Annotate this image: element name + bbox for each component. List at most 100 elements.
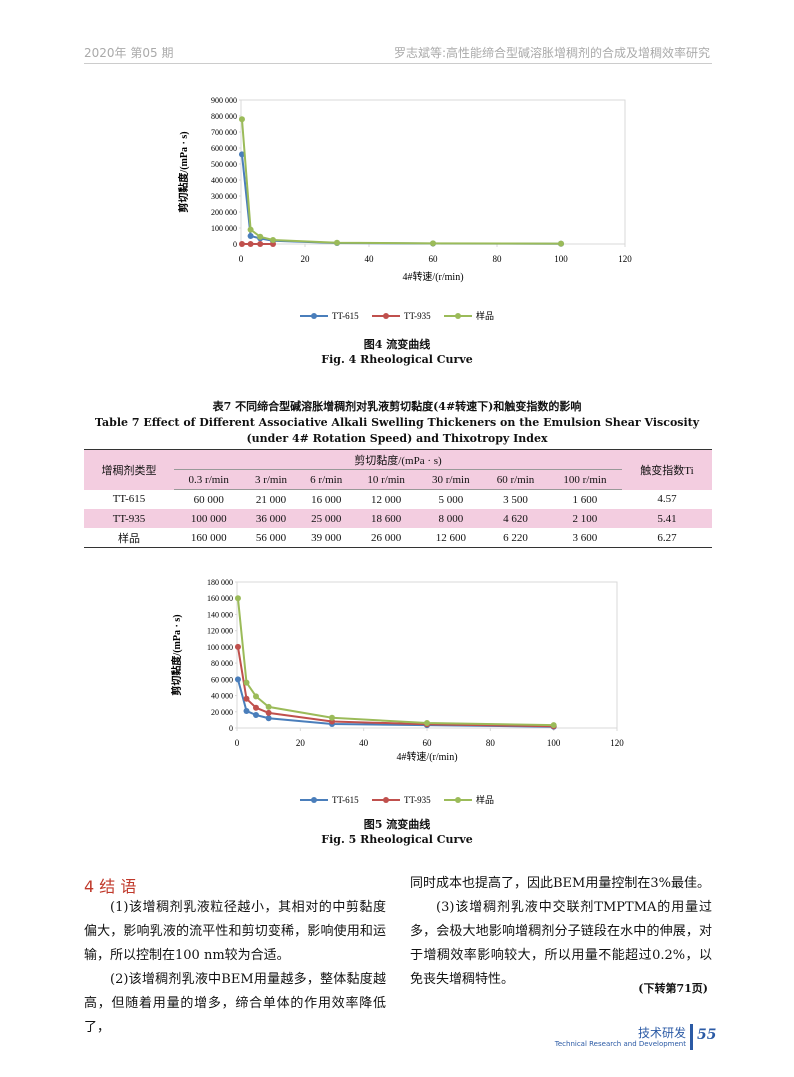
legend-label: TT-935 [404, 795, 431, 805]
caption-en: Fig. 5 Rheological Curve [321, 833, 473, 846]
table-cell: 5.41 [657, 512, 677, 525]
point [238, 116, 245, 123]
table-title-en: Table 7 Effect of Different Associative … [94, 416, 700, 445]
point [430, 240, 436, 247]
table-cell: 1 600 [572, 493, 598, 506]
table-cell: 2 100 [572, 512, 598, 525]
y-tick-label: 0 [233, 240, 237, 249]
plot-frame [236, 581, 618, 729]
legend-label: TT-935 [404, 311, 431, 321]
x-tick-label: 40 [365, 254, 375, 264]
header-cell: 10 r/min [353, 469, 419, 490]
point [265, 703, 272, 710]
x-tick-label: 80 [493, 254, 503, 264]
continued-note: (下转第71页) [638, 982, 708, 995]
table-title-cn: 表7 不同缔合型碱溶胀增稠剂对乳液剪切黏度(4#转速下)和触变指数的影响 [212, 400, 582, 413]
y-tick-label: 400 000 [211, 176, 237, 185]
table-cell: 21 000 [255, 493, 287, 506]
x-tick-label: 40 [359, 738, 369, 748]
point [253, 693, 259, 700]
table-row: TT-615 60 000 21 000 16 000 12 000 5 000 3 500… [84, 490, 712, 510]
point [257, 233, 264, 240]
y-tick-label: 0 [229, 724, 233, 733]
paragraph: 同时成本也提高了，因此BEM用量控制在3%最佳。 [410, 876, 710, 891]
footer-cn: 技术研发 [637, 1026, 686, 1040]
table-cell: 8 000 [438, 512, 464, 525]
series-line [236, 679, 554, 728]
x-tick-label: 60 [423, 738, 433, 748]
table-cell: 3 500 [503, 493, 528, 506]
legend-marker [455, 313, 461, 319]
table-cell: 26 000 [371, 531, 402, 544]
y-tick-label: 300 000 [211, 192, 237, 201]
x-tick-label: 0 [239, 254, 244, 264]
y-tick-label: 120 000 [207, 627, 233, 636]
y-axis-label: 剪切黏度/(mPa · s) [170, 614, 183, 695]
x-tick-label: 0 [235, 738, 240, 748]
x-tick-label: 20 [301, 254, 311, 264]
point [424, 719, 430, 726]
header-cell: 增稠剂类型 [101, 464, 157, 477]
table-cell: TT-935 [112, 512, 146, 525]
page-number: 55 [697, 1027, 717, 1043]
header-cell: 6 r/min [298, 469, 354, 490]
table-cell: 4.57 [657, 493, 677, 506]
legend-marker [383, 313, 389, 319]
table-cell: 4 620 [503, 512, 528, 525]
y-tick-label: 60 000 [211, 675, 233, 684]
point [253, 712, 259, 719]
y-tick-label: 700 000 [211, 128, 237, 137]
point [257, 241, 264, 247]
table-cell: 12 600 [435, 531, 466, 544]
table-cell: 56 000 [255, 531, 287, 544]
paragraph: (1)该增稠剂乳液粒径越小，其相对的中剪黏度偏大，影响乳液的流平性和剪切变稀，影… [84, 900, 386, 963]
legend-marker [311, 313, 317, 319]
point [243, 695, 250, 702]
legend-marker [383, 797, 389, 803]
point [558, 240, 564, 247]
point [334, 239, 340, 246]
legend-marker [311, 797, 317, 803]
point [234, 595, 241, 602]
x-tick-label: 80 [486, 738, 496, 748]
y-tick-label: 180 000 [207, 578, 233, 587]
right-column: 同时成本也提高了，因此BEM用量控制在3%最佳。 (3)该增稠剂乳液中交联剂TMP… [410, 872, 712, 992]
y-tick-label: 200 000 [211, 208, 237, 217]
left-column: (1)该增稠剂乳液粒径越小，其相对的中剪黏度偏大，影响乳液的流平性和剪切变稀，影… [84, 896, 386, 1040]
y-tick-label: 80 000 [211, 659, 233, 668]
table-cell: 36 000 [255, 512, 287, 525]
y-tick-label: 40 000 [211, 692, 233, 701]
point [550, 722, 557, 729]
series-line [236, 598, 554, 727]
header-rule [84, 63, 712, 64]
series-line [240, 154, 562, 245]
table-cell: 39 000 [311, 531, 342, 544]
point [247, 241, 254, 247]
table-row: 样品 160 000 56 000 39 000 26 000 12 600 6 220 3 … [84, 528, 712, 548]
header-cell: 60 r/min [483, 469, 548, 490]
x-tick-label: 100 [547, 738, 561, 748]
point [234, 643, 241, 650]
legend-marker [455, 797, 461, 803]
header-cell: 剪切黏度/(mPa · s) [354, 454, 442, 467]
table: 增稠剂类型 剪切黏度/(mPa · s) 触变指数Ti 0.3 r/min 3 r/mi… [84, 449, 712, 548]
x-tick-label: 120 [618, 254, 632, 264]
point [265, 715, 272, 722]
table-cell: 160 000 [190, 531, 227, 544]
x-tick-label: 60 [429, 254, 439, 264]
paragraph: (2)该增稠剂乳液中BEM用量越多，整体黏度越高，但随着用量的增多，缔合单体的作… [84, 972, 386, 1035]
y-tick-label: 160 000 [207, 594, 233, 603]
point [243, 679, 250, 686]
series-line [236, 646, 554, 728]
header-row: 0.3 r/min 3 r/min 6 r/min 10 r/min 30 r/min 6… [84, 469, 712, 490]
y-tick-label: 20 000 [211, 708, 233, 717]
y-tick-label: 600 000 [211, 144, 237, 153]
header-cell: 0.3 r/min [174, 469, 244, 490]
point [234, 676, 241, 683]
x-tick-label: 100 [554, 254, 568, 264]
header-right: 罗志斌等:高性能缔合型碱溶胀增稠剂的合成及增稠效率研究 [393, 46, 710, 60]
header-cell: 触变指数Ti [640, 464, 694, 477]
header-row: 增稠剂类型 剪切黏度/(mPa · s) 触变指数Ti [84, 449, 712, 477]
table-row: TT-935 100 000 36 000 25 000 18 600 8 000 4 62… [84, 509, 712, 528]
caption-cn: 图4 流变曲线 [363, 338, 431, 351]
